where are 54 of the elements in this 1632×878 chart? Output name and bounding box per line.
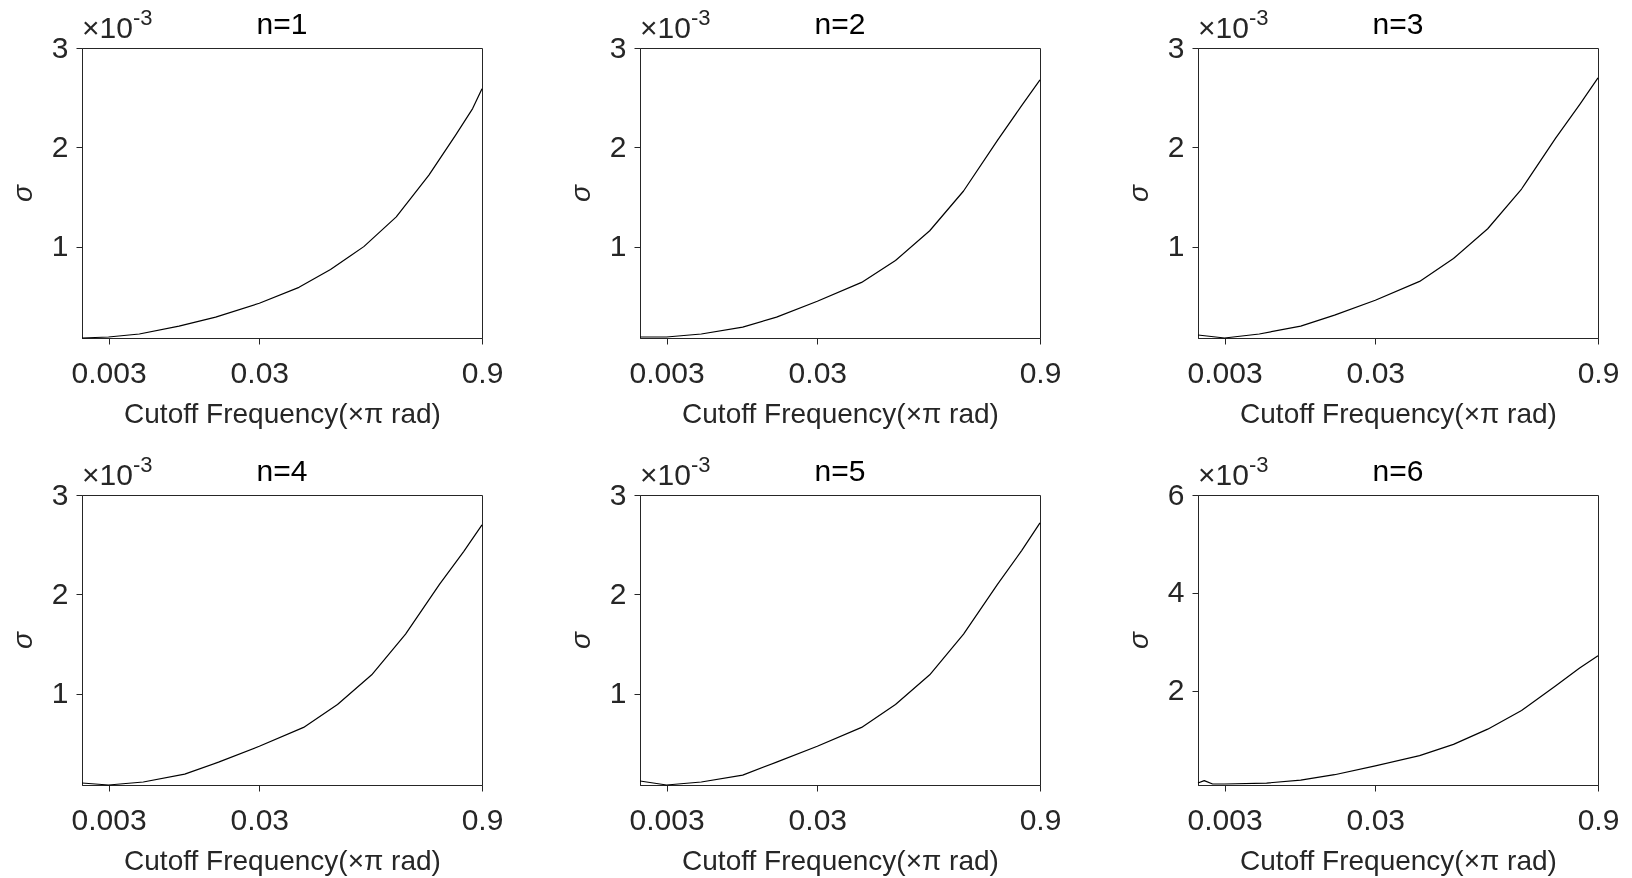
x-axis-title: Cutoff Frequency(×π rad) [124,397,441,429]
y-axis-title: σ [1122,630,1154,649]
y-tick-label: 4 [1167,575,1185,609]
x-tick-label: 0.003 [629,355,705,389]
x-tick-label: 0.9 [461,355,504,389]
y-tick-label: 3 [609,477,627,511]
x-tick-label: 0.03 [230,802,289,836]
x-axis-title: Cutoff Frequency(×π rad) [1240,844,1557,876]
y-tick-label: 1 [1167,229,1185,263]
y-tick-label: 3 [1167,30,1185,64]
x-tick-label: 0.03 [230,355,289,389]
x-tick-label: 0.003 [71,802,147,836]
y-axis-title: σ [6,183,38,202]
x-tick-label: 0.003 [1187,802,1263,836]
y-axis-title: σ [6,630,38,649]
y-tick-label: 3 [51,477,69,511]
x-tick-label: 0.9 [1577,355,1620,389]
x-tick-label: 0.9 [1019,355,1062,389]
x-tick-label: 0.003 [629,802,705,836]
y-tick-label: 3 [609,30,627,64]
y-tick-label: 1 [51,229,69,263]
y-axis-title: σ [1122,183,1154,202]
chart-title: n=1 [256,7,308,40]
y-tick-label: 2 [1167,129,1185,163]
chart-title: n=3 [1372,7,1424,40]
x-tick-label: 0.9 [1577,802,1620,836]
x-axis-title: Cutoff Frequency(×π rad) [682,844,999,876]
x-tick-label: 0.03 [1346,802,1405,836]
x-axis-title: Cutoff Frequency(×π rad) [124,844,441,876]
y-tick-label: 2 [609,129,627,163]
y-axis-title: σ [564,183,596,202]
y-tick-label: 2 [1167,673,1185,707]
y-tick-label: 2 [51,129,69,163]
y-tick-label: 1 [609,676,627,710]
x-tick-label: 0.03 [1346,355,1405,389]
chart-title: n=6 [1372,454,1424,487]
y-tick-label: 6 [1167,477,1185,511]
y-tick-label: 3 [51,30,69,64]
x-axis-title: Cutoff Frequency(×π rad) [1240,397,1557,429]
x-axis-title: Cutoff Frequency(×π rad) [682,397,999,429]
x-tick-label: 0.9 [1019,802,1062,836]
x-tick-label: 0.003 [1187,355,1263,389]
y-tick-label: 1 [609,229,627,263]
y-tick-label: 2 [609,576,627,610]
x-tick-label: 0.003 [71,355,147,389]
y-axis-title: σ [564,630,596,649]
chart-title: n=2 [814,7,866,40]
x-tick-label: 0.03 [788,802,847,836]
y-tick-label: 2 [51,576,69,610]
x-tick-label: 0.9 [461,802,504,836]
y-tick-label: 1 [51,676,69,710]
x-tick-label: 0.03 [788,355,847,389]
chart-title: n=5 [814,454,866,487]
chart-title: n=4 [256,454,308,487]
